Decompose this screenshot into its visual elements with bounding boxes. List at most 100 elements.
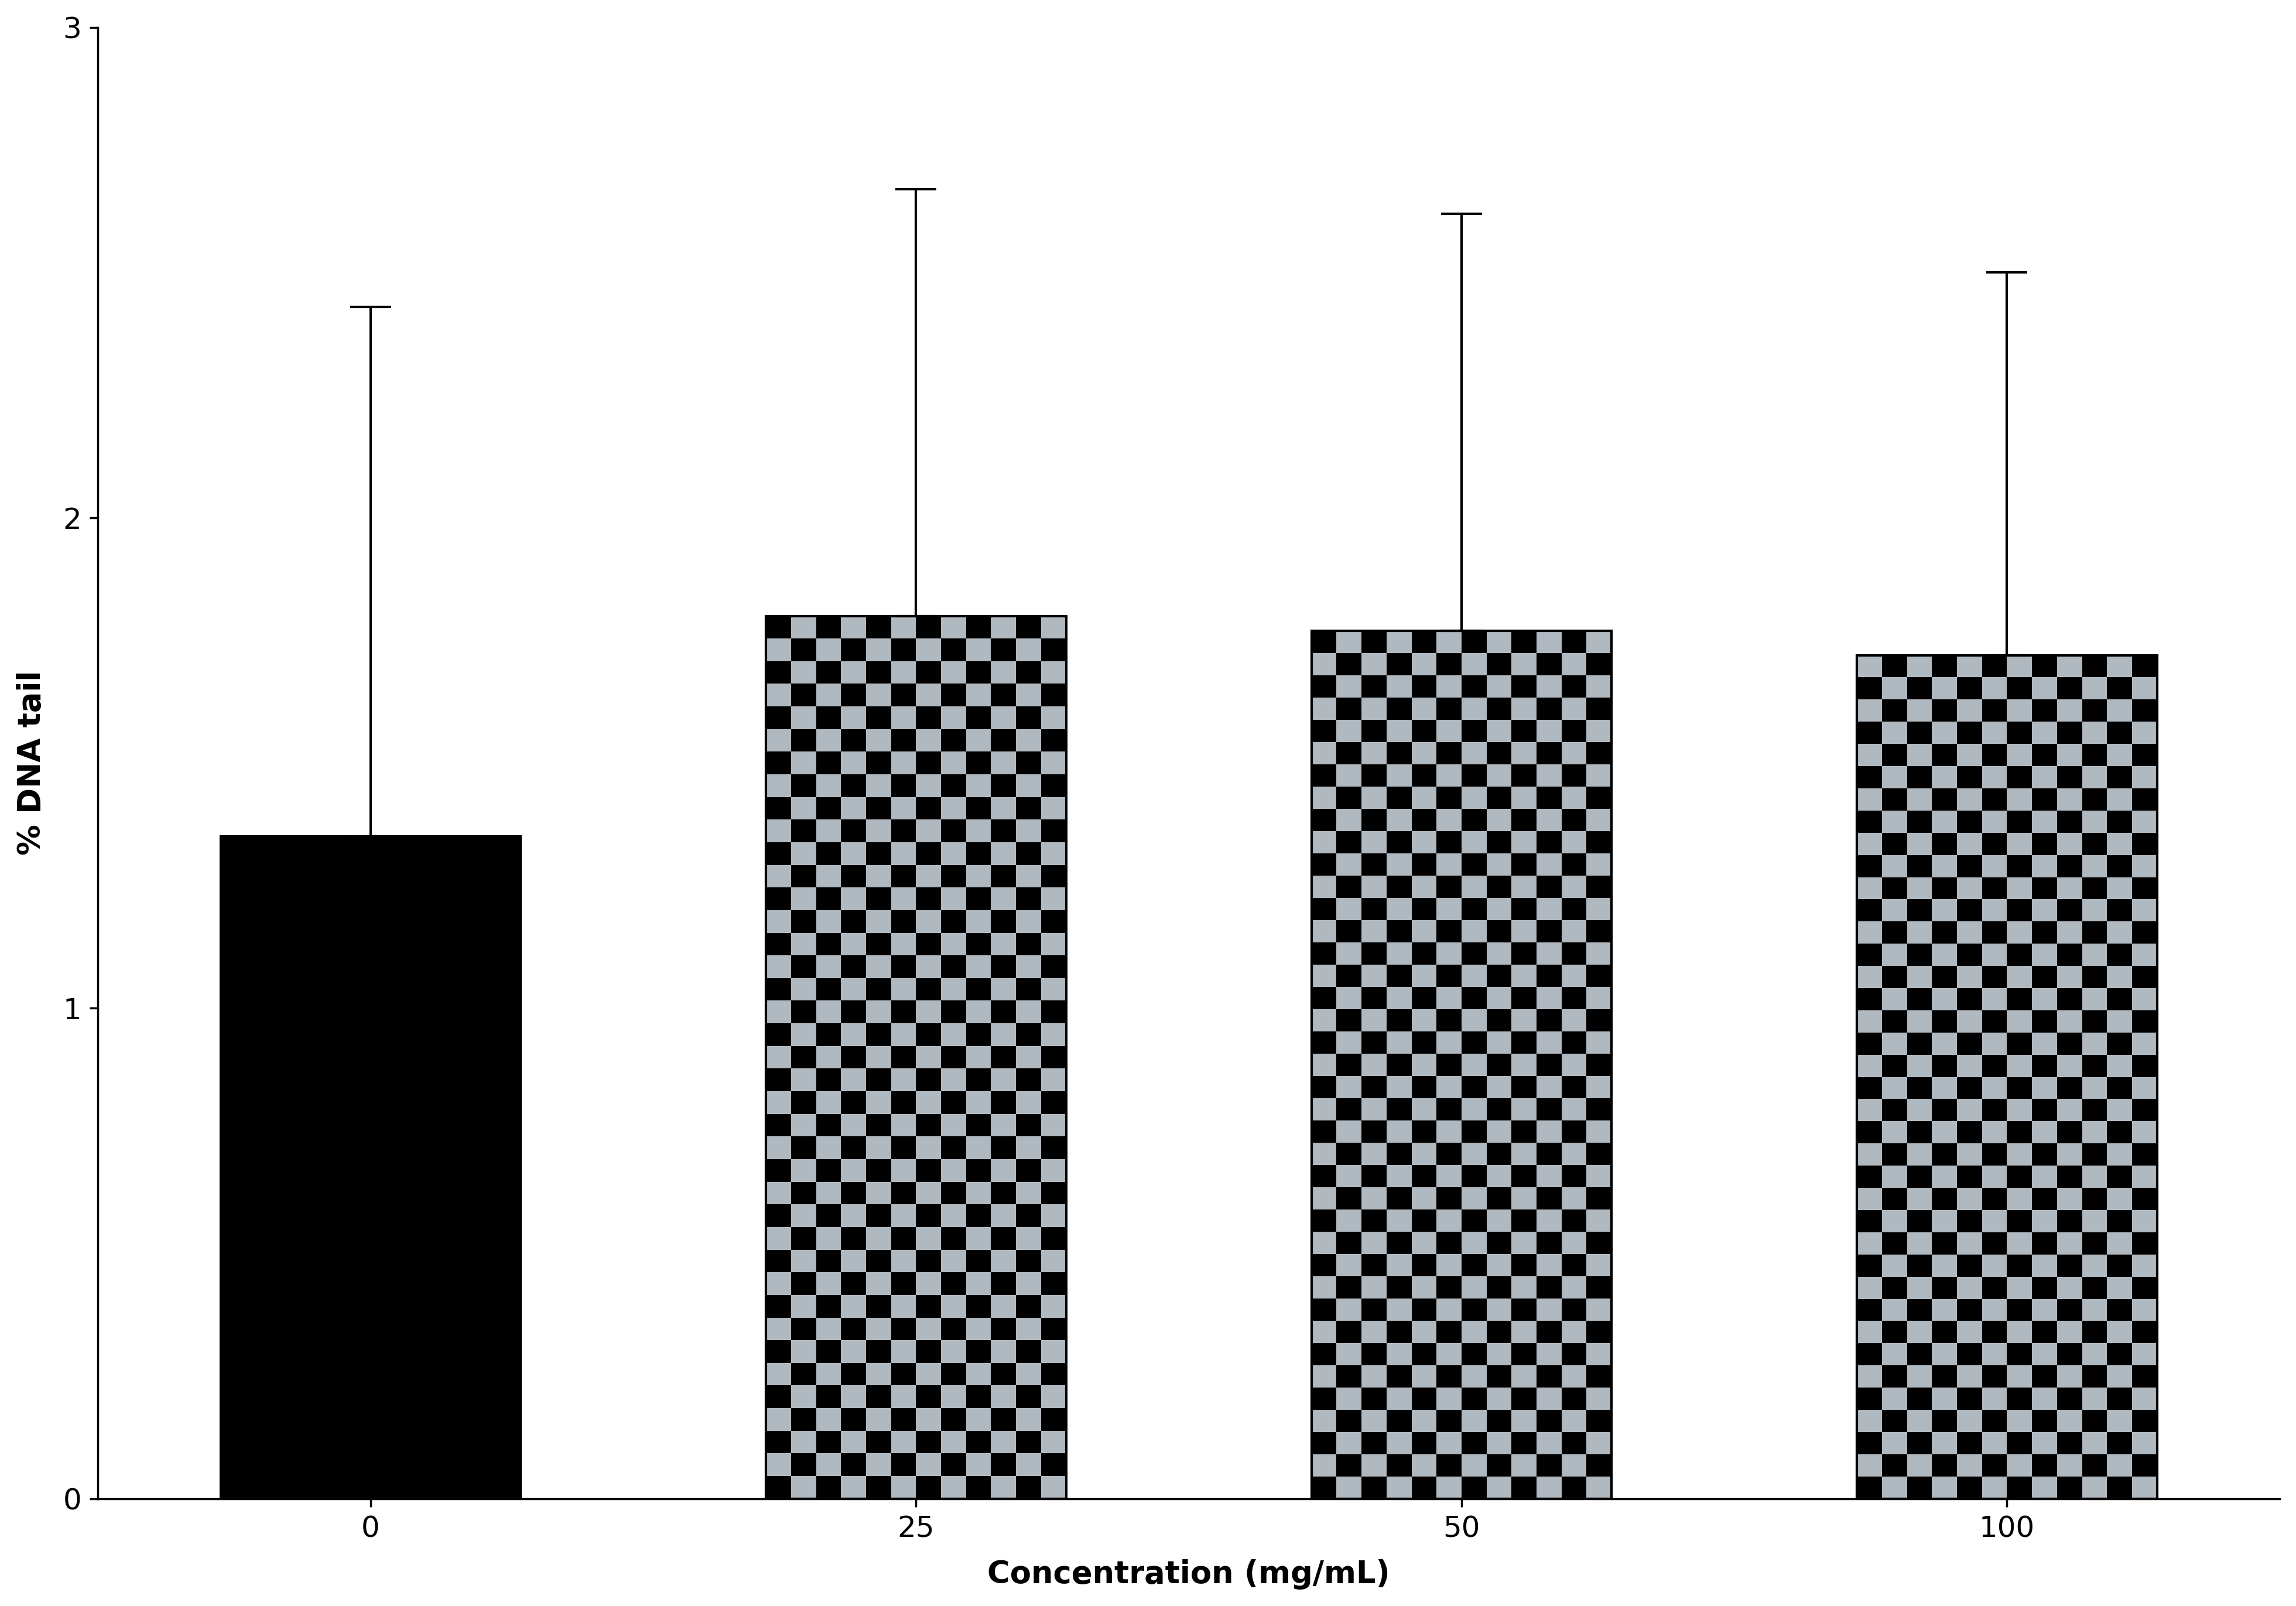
Bar [2133,744,2156,766]
Bar [1336,1121,1362,1142]
Bar [2057,1277,2082,1299]
Bar [1017,1023,1040,1046]
Bar [992,1386,1017,1408]
Bar [1587,697,1612,719]
Bar [1981,1232,2007,1254]
Bar [866,1431,891,1453]
Bar [1412,1343,1437,1365]
Bar [840,729,866,752]
Bar [2133,1365,2156,1388]
Bar [1908,1188,1931,1209]
Bar [941,1431,967,1453]
Bar [767,888,792,911]
Bar [2082,1343,2108,1365]
Bar [967,1453,992,1476]
Bar [1908,1209,1931,1232]
Bar [1883,744,1908,766]
Bar [992,662,1017,684]
Bar [1362,675,1387,697]
Bar [992,1408,1017,1431]
Bar [1336,1254,1362,1277]
Bar [2108,766,2133,789]
Bar [1362,742,1387,764]
Bar [1931,1254,1956,1277]
Bar [1956,678,1981,700]
Bar [1511,1031,1536,1054]
Bar [1412,1476,1437,1498]
Bar [767,1339,792,1363]
Bar [2082,1299,2108,1322]
Bar [1017,662,1040,684]
Bar [840,1317,866,1339]
Bar [2007,1166,2032,1188]
Bar [992,615,1017,639]
Bar [992,842,1017,866]
Bar [1931,1099,1956,1121]
Bar [1536,631,1561,654]
Bar [916,1068,941,1090]
Bar [2108,854,2133,877]
Bar [1336,898,1362,920]
Bar [2133,1322,2156,1343]
Bar [2082,1232,2108,1254]
Bar [2133,1166,2156,1188]
Bar [1387,1009,1412,1031]
Bar [941,1408,967,1431]
Bar [2007,944,2032,965]
Bar [1040,707,1065,729]
Bar [1587,853,1612,875]
Bar [1311,1232,1336,1254]
Bar [1883,655,1908,678]
Bar [1412,1320,1437,1343]
Bar [1931,1078,1956,1099]
Bar [815,615,840,639]
Bar [2032,944,2057,965]
Bar [1536,1031,1561,1054]
Bar [1336,1298,1362,1320]
Bar [1463,943,1486,965]
Bar [1561,875,1587,898]
Bar [2057,1388,2082,1410]
Bar [1311,1298,1336,1320]
Bar [1587,898,1612,920]
Bar [916,1227,941,1249]
Bar [2007,1433,2032,1453]
Bar [1311,875,1336,898]
Bar [1956,1188,1981,1209]
Bar [2007,700,2032,721]
Bar [1857,1166,1883,1188]
Bar [1412,1277,1437,1298]
Bar [1908,1433,1931,1453]
Bar [1857,1099,1883,1121]
Bar [1336,1365,1362,1388]
Bar [767,1001,792,1023]
Bar [866,707,891,729]
Bar [1857,1410,1883,1433]
Bar [1040,1160,1065,1182]
Bar [2133,1143,2156,1166]
Bar [1587,1433,1612,1453]
Bar [1883,1188,1908,1209]
Bar [1931,744,1956,766]
Bar [1908,678,1931,700]
Bar [1956,1453,1981,1476]
Bar [2007,789,2032,811]
Bar [2108,721,2133,744]
Bar [1536,764,1561,787]
Bar [2057,655,2082,678]
Bar [1857,655,1883,678]
Bar [2082,1322,2108,1343]
Bar [1486,719,1511,742]
Bar [1981,1388,2007,1410]
Bar [840,1160,866,1182]
Bar [866,1249,891,1272]
Bar [1362,1277,1387,1298]
Bar [1536,943,1561,965]
Bar [1017,1115,1040,1137]
Bar [1587,1254,1612,1277]
Bar [1561,1099,1587,1121]
Bar [1883,1277,1908,1299]
Bar [992,1227,1017,1249]
Bar [815,1431,840,1453]
Bar [767,1023,792,1046]
